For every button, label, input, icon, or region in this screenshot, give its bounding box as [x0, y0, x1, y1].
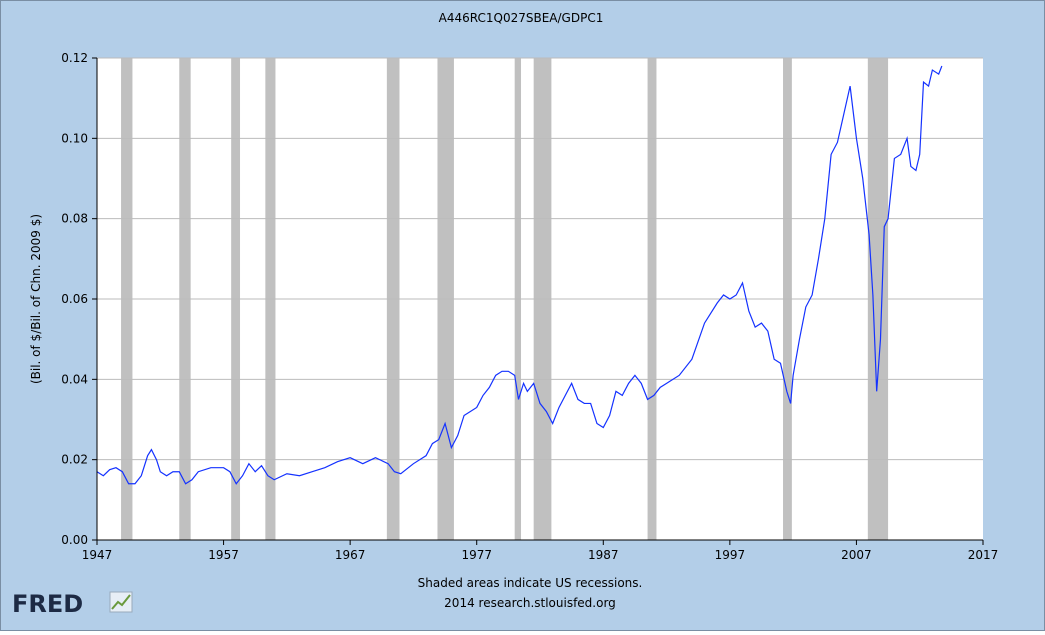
y-tick-label: 0.10 [61, 131, 88, 145]
logo-box [109, 591, 133, 613]
x-tick-label: 1997 [715, 548, 746, 562]
axis-layer: 0.00 0.02 0.04 0.06 0.08 0.10 0.12 1947 1957 1967… [61, 51, 998, 562]
y-tick-label: 0.02 [61, 453, 88, 467]
y-tick-label: 0.08 [61, 212, 88, 226]
x-tick-label: 2017 [968, 548, 999, 562]
x-tick-label: 2007 [841, 548, 872, 562]
x-tick-label: 1977 [461, 548, 492, 562]
x-tick-label: 1987 [588, 548, 619, 562]
chart-title: A446RC1Q027SBEA/GDPC1 [439, 11, 604, 25]
y-tick-label: 0.04 [61, 372, 88, 386]
logo-line [111, 594, 131, 610]
source: 2014 research.stlouisfed.org [444, 596, 616, 610]
line-layer [96, 65, 943, 485]
recession-note: Shaded areas indicate US recessions. [418, 576, 643, 590]
x-tick-label: 1957 [208, 548, 239, 562]
x-tick-label: 1967 [335, 548, 366, 562]
logo: FRED [12, 590, 83, 618]
y-tick-label: 0.00 [61, 533, 88, 547]
y-tick-label: 0.12 [61, 51, 88, 65]
x-tick-label: 1947 [82, 548, 113, 562]
logo-icon [109, 591, 133, 613]
y-tick-label: 0.06 [61, 292, 88, 306]
data-line [96, 65, 943, 485]
y-axis-label: (Bil. of $/Bil. of Chn. 2009 $) [29, 214, 43, 384]
